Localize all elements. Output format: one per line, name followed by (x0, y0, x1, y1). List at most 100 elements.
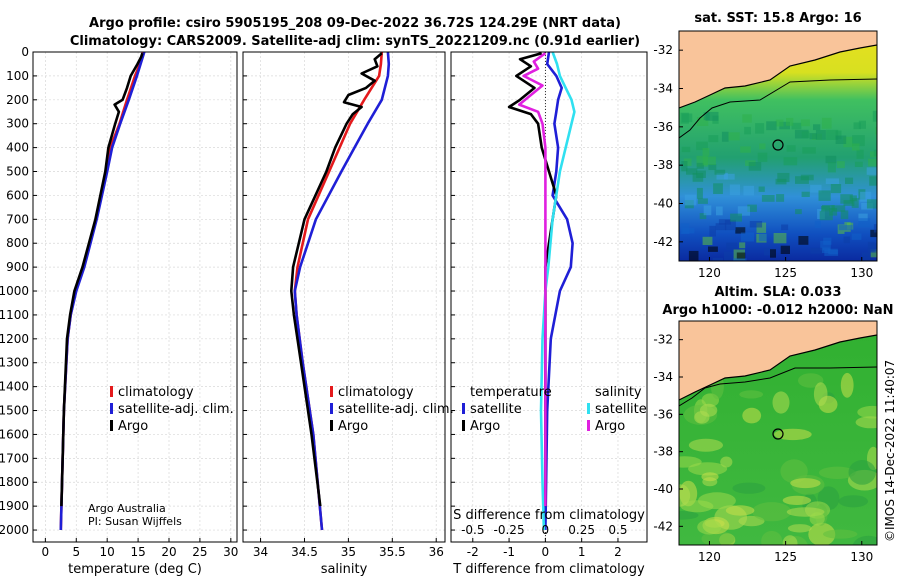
sst-texture-cell (742, 114, 752, 123)
sla-texture-blob (852, 535, 877, 545)
legend-swatch-s-satellite (587, 403, 590, 414)
sst-texture-cell (783, 157, 798, 166)
legend-label-t-argo: Argo (470, 419, 500, 434)
sla-texture-blob (697, 492, 736, 510)
sst-texture-cell (692, 172, 704, 182)
sst-texture-cell (860, 191, 872, 202)
panel-frame (450, 51, 648, 543)
sst-texture-cell (870, 229, 877, 238)
sst-land (679, 31, 877, 108)
y-tick-label: 300 (6, 117, 29, 131)
sla-coastline (679, 334, 877, 401)
sst-texture-cell (800, 174, 814, 181)
sst-texture-cell (852, 143, 860, 151)
sst-texture-cell (730, 213, 742, 222)
sst-texture-cell (818, 190, 831, 201)
sst-texture-cell (724, 219, 736, 231)
sst-texture-cell (826, 129, 839, 140)
legend-swatch-climatology (110, 386, 113, 397)
legend-label-argo: Argo (338, 419, 368, 434)
sst-texture-cell (740, 146, 751, 153)
panel-frame (32, 51, 238, 543)
sla-texture-blob (697, 519, 722, 535)
legend-swatch-climatology (330, 386, 333, 397)
top-tick-label: -0.5 (461, 523, 484, 537)
x-tick-label: -2 (467, 545, 479, 559)
sla-map-axes: 120 125 130 -42 -40 -38 -36 -34 -32 (653, 333, 873, 564)
sla-texture-blob (790, 478, 821, 489)
sst-texture-cell (703, 112, 710, 121)
sst-texture-cell (696, 141, 708, 151)
sst-argo-marker (772, 139, 784, 151)
map-y-tick-label: -36 (653, 120, 673, 134)
x-tick-label: 15 (130, 545, 145, 559)
org-label: Argo Australia (88, 502, 166, 515)
sst-texture-cell (714, 169, 726, 175)
sst-texture-cell (758, 233, 767, 242)
sst-texture-cell (802, 147, 816, 154)
legend-label-argo: Argo (118, 419, 148, 434)
sla-texture-blob (855, 416, 877, 429)
x-tick-label: 10 (100, 545, 115, 559)
sst-texture-cell (736, 252, 746, 260)
sst-texture-cell (813, 124, 821, 131)
series-group (507, 52, 576, 531)
sla-texture-blob (688, 462, 728, 476)
map-y-tick-label: -32 (653, 43, 673, 57)
sst-texture-cell (696, 187, 703, 199)
y-tick-label: 700 (6, 212, 29, 226)
x-tick-label: 1 (578, 545, 586, 559)
legend-swatch-satellite (110, 403, 113, 414)
sst-texture-cell (780, 245, 790, 254)
sst-texture-cell (870, 249, 877, 258)
sst-texture-cell (810, 247, 823, 254)
sst-texture-cell (729, 184, 740, 196)
sla-texture-blob (742, 407, 762, 424)
y-tick-label: 600 (6, 188, 29, 202)
series-group (59, 52, 146, 531)
sst-texture-cell (856, 149, 864, 159)
sst-texture-cell (758, 186, 765, 192)
y-tick-label: 2000 (0, 523, 29, 537)
top-tick-label: 0.25 (568, 523, 595, 537)
sst-texture-cell (836, 161, 845, 169)
sst-contour (679, 78, 877, 139)
x-tick-label: 34 (253, 545, 268, 559)
sla-contour (679, 366, 877, 407)
y-tick-label: 1200 (0, 332, 29, 346)
sla-map-title-line1: Altim. SLA: 0.033 (715, 285, 842, 300)
temperature-legend: climatology satellite-adj. clim. Argo (110, 385, 234, 434)
map-y-tick-label: -34 (653, 82, 673, 96)
sla-texture-blob (840, 372, 854, 398)
sst-texture-cell (820, 240, 831, 251)
legend-label-climatology: climatology (338, 385, 414, 400)
y-tick-label: 1400 (0, 380, 29, 394)
sla-texture-blob (772, 391, 790, 414)
x-tick-label: 30 (223, 545, 238, 559)
x-tick-label: -1 (503, 545, 515, 559)
y-tick-label: 1900 (0, 499, 29, 513)
sst-texture-cell (851, 198, 859, 208)
top-tick-label: 0.5 (608, 523, 627, 537)
legend-label-s-satellite: satellite (595, 402, 647, 417)
sla-texture-blob (725, 505, 755, 516)
sst-texture-cell (756, 222, 767, 233)
sla-texture-blob (848, 460, 876, 485)
sst-texture-cell (801, 131, 810, 138)
y-tick-label: 500 (6, 165, 29, 179)
legend-swatch-satellite (330, 403, 333, 414)
x-tick-label: 36 (429, 545, 444, 559)
legend-swatch-s-argo (587, 420, 590, 431)
y-tick-label: 1000 (0, 284, 29, 298)
sst-texture-cell (810, 184, 822, 193)
x-tick-label: 25 (192, 545, 207, 559)
sst-texture-cell (819, 211, 833, 221)
sst-texture-cell (724, 251, 736, 261)
sst-texture-cell (770, 249, 776, 258)
sst-texture-cell (827, 162, 836, 173)
temperature-panel: 0 5 10 15 20 25 30 temperature (deg C) 0 100 200 30… (0, 45, 238, 577)
sla-texture-blob (699, 403, 718, 417)
sst-texture-cell (702, 148, 710, 156)
sst-map-frame (678, 30, 878, 262)
panel-frame (242, 51, 446, 543)
